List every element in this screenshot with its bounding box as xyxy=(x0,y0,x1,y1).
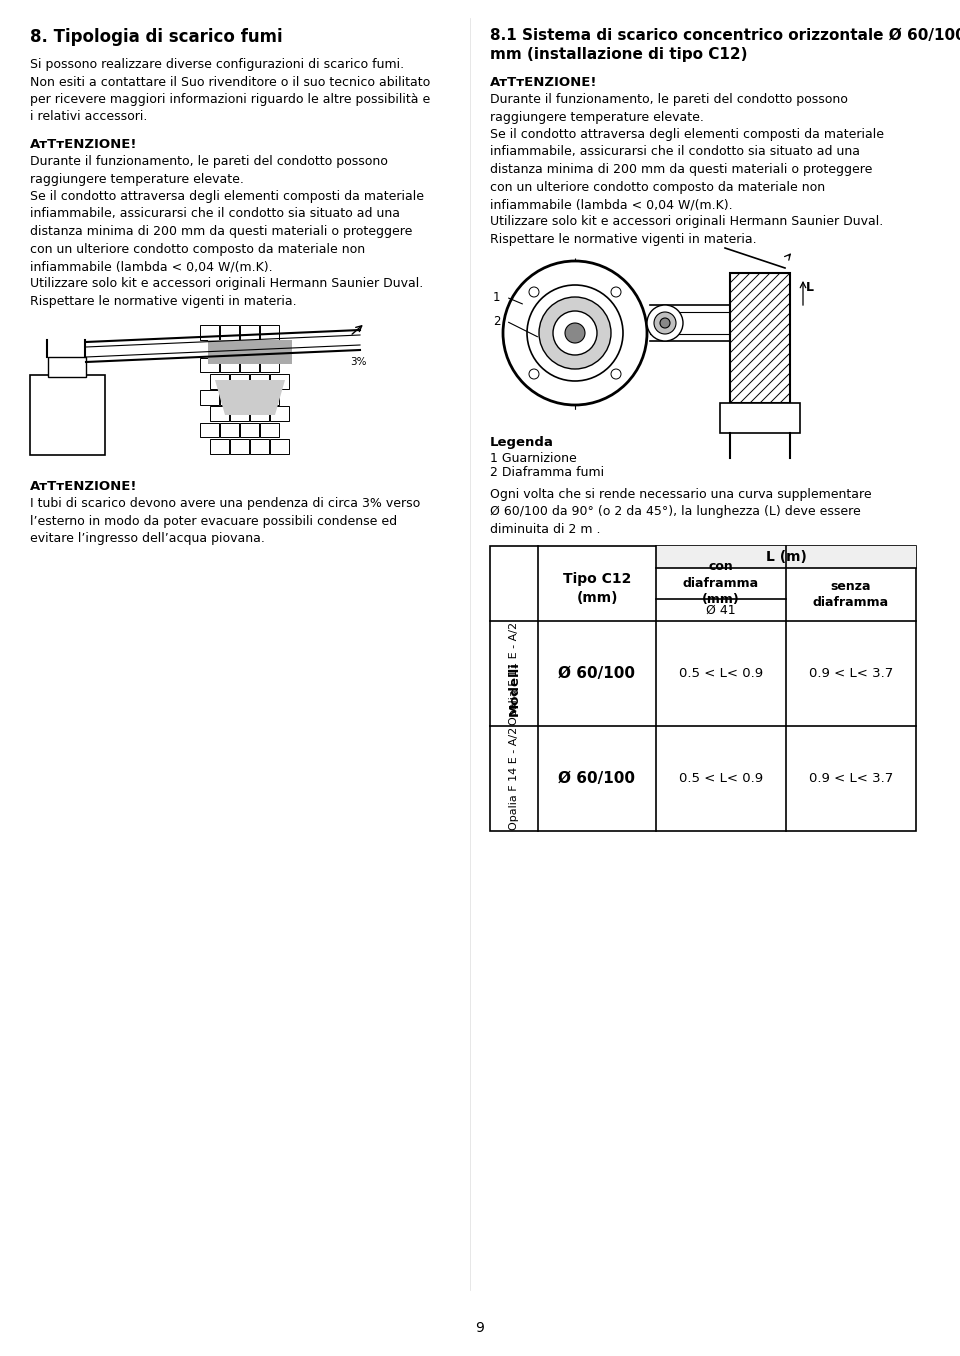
Text: Si possono realizzare diverse configurazioni di scarico fumi.
Non esiti a contat: Si possono realizzare diverse configuraz… xyxy=(30,58,430,123)
Text: 0.9 < L< 3.7: 0.9 < L< 3.7 xyxy=(809,772,893,785)
Circle shape xyxy=(539,297,611,369)
Bar xyxy=(250,342,269,357)
Bar xyxy=(240,325,258,340)
Circle shape xyxy=(529,369,539,380)
Bar xyxy=(720,403,800,433)
Bar xyxy=(260,358,278,373)
Circle shape xyxy=(654,312,676,334)
Text: Durante il funzionamento, le pareti del condotto possono
raggiungere temperature: Durante il funzionamento, le pareti del … xyxy=(30,155,424,308)
Circle shape xyxy=(553,311,597,355)
Bar xyxy=(240,423,258,437)
Bar xyxy=(230,374,249,389)
Bar xyxy=(656,546,916,568)
Bar xyxy=(208,340,292,363)
Bar xyxy=(250,439,269,453)
Text: Durante il funzionamento, le pareti del condotto possono
raggiungere temperature: Durante il funzionamento, le pareti del … xyxy=(490,94,884,245)
Text: 1 Guarnizione: 1 Guarnizione xyxy=(490,452,577,465)
Text: 3%: 3% xyxy=(350,357,367,367)
Bar xyxy=(200,391,219,404)
Text: Modelli: Modelli xyxy=(508,662,520,716)
Bar xyxy=(230,407,249,420)
Text: Tipo C12
(mm): Tipo C12 (mm) xyxy=(563,572,631,605)
Text: I tubi di scarico devono avere una pendenza di circa 3% verso
l’esterno in modo : I tubi di scarico devono avere una pende… xyxy=(30,498,420,545)
Text: Ø 60/100: Ø 60/100 xyxy=(559,666,636,681)
Bar xyxy=(270,439,289,453)
Text: Opalia F 14 E - A/2: Opalia F 14 E - A/2 xyxy=(509,727,519,830)
Text: L: L xyxy=(806,281,814,294)
Text: con
diaframma
(mm): con diaframma (mm) xyxy=(683,560,759,606)
Bar xyxy=(260,423,278,437)
Text: Ogni volta che si rende necessario una curva supplementare
Ø 60/100 da 90° (o 2 : Ogni volta che si rende necessario una c… xyxy=(490,488,872,536)
Bar xyxy=(210,342,228,357)
Bar xyxy=(48,357,86,377)
Circle shape xyxy=(503,260,647,405)
Bar xyxy=(730,273,790,403)
Circle shape xyxy=(660,319,670,328)
Bar xyxy=(200,358,219,373)
Bar xyxy=(270,342,289,357)
Text: 0.9 < L< 3.7: 0.9 < L< 3.7 xyxy=(809,667,893,679)
Circle shape xyxy=(565,323,585,343)
Bar xyxy=(230,439,249,453)
Text: AᴛTᴛENZIONE!: AᴛTᴛENZIONE! xyxy=(30,480,137,494)
Circle shape xyxy=(611,369,621,380)
Bar xyxy=(270,407,289,420)
Text: senza
diaframma: senza diaframma xyxy=(813,580,889,609)
Text: 2: 2 xyxy=(493,315,500,328)
Bar xyxy=(240,358,258,373)
Bar xyxy=(250,407,269,420)
Text: L (m): L (m) xyxy=(765,551,806,564)
Bar xyxy=(250,374,269,389)
Circle shape xyxy=(527,285,623,381)
Circle shape xyxy=(529,287,539,297)
Circle shape xyxy=(611,287,621,297)
Text: 8.1 Sistema di scarico concentrico orizzontale Ø 60/100
mm (installazione di tip: 8.1 Sistema di scarico concentrico orizz… xyxy=(490,28,960,61)
Bar xyxy=(220,423,238,437)
Polygon shape xyxy=(215,380,285,415)
Text: 9: 9 xyxy=(475,1321,485,1336)
Bar xyxy=(200,325,219,340)
Bar xyxy=(230,342,249,357)
Bar xyxy=(220,358,238,373)
Bar xyxy=(260,325,278,340)
Bar xyxy=(210,439,228,453)
Text: 0.5 < L< 0.9: 0.5 < L< 0.9 xyxy=(679,772,763,785)
Text: 8. Tipologia di scarico fumi: 8. Tipologia di scarico fumi xyxy=(30,28,282,46)
Bar xyxy=(490,546,916,831)
Bar xyxy=(220,325,238,340)
Text: AᴛTᴛENZIONE!: AᴛTᴛENZIONE! xyxy=(490,76,597,89)
Bar xyxy=(260,391,278,404)
Bar xyxy=(210,374,228,389)
Bar xyxy=(240,391,258,404)
Text: Ø 41: Ø 41 xyxy=(707,603,735,617)
Bar xyxy=(30,376,105,456)
Text: Ø 60/100: Ø 60/100 xyxy=(559,772,636,786)
Text: 2 Diaframma fumi: 2 Diaframma fumi xyxy=(490,466,604,479)
Bar xyxy=(220,391,238,404)
Bar xyxy=(210,407,228,420)
Text: Opalia F 11 E - A/2: Opalia F 11 E - A/2 xyxy=(509,622,519,725)
Text: Legenda: Legenda xyxy=(490,437,554,449)
Text: 1: 1 xyxy=(493,292,500,304)
Text: 0.5 < L< 0.9: 0.5 < L< 0.9 xyxy=(679,667,763,679)
Circle shape xyxy=(647,305,683,340)
Bar xyxy=(200,423,219,437)
Text: AᴛTᴛENZIONE!: AᴛTᴛENZIONE! xyxy=(30,138,137,151)
Bar xyxy=(270,374,289,389)
